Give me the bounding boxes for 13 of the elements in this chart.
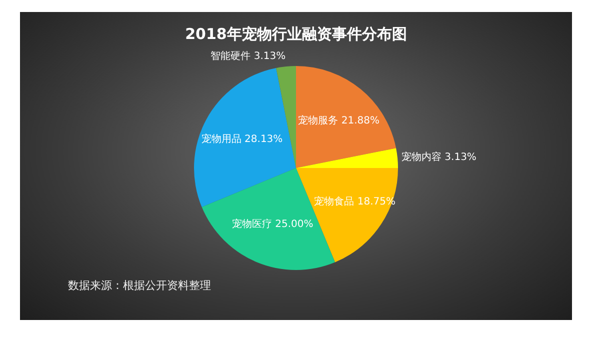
data-label: 3.13% — [254, 51, 286, 62]
data-label: 21.88% — [341, 115, 380, 126]
data-label: 3.13% — [444, 152, 476, 164]
slice-label: 宠物食品 — [314, 196, 358, 208]
chart-title: 2018年宠物行业融资事件分布图 — [185, 24, 407, 43]
slice-label: 宠物服务 — [298, 114, 342, 126]
source-note: 数据来源：根据公开资料整理 — [68, 278, 211, 293]
data-label: 28.13% — [244, 134, 283, 145]
slice-label: 宠物用品 — [201, 132, 245, 145]
data-label: 25.00% — [275, 219, 314, 230]
slice-label: 宠物内容 — [401, 151, 445, 164]
slice-label: 智能硬件 — [210, 50, 254, 62]
slice-label: 宠物医疗 — [232, 218, 276, 230]
